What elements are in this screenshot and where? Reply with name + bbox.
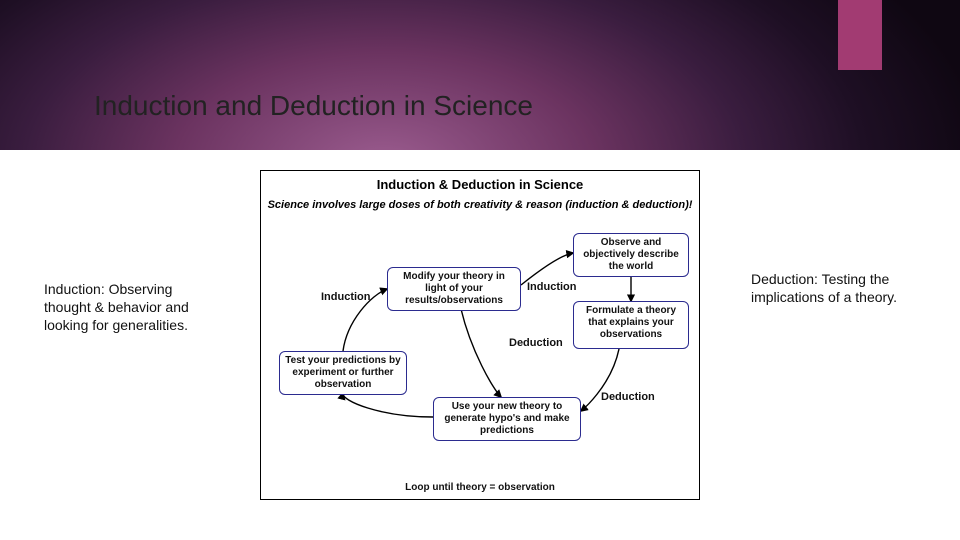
slide-title: Induction and Deduction in Science: [94, 90, 533, 122]
diagram-box-use: Use your new theory to generate hypo's a…: [433, 397, 581, 441]
title-banner: [0, 0, 960, 150]
slide: Induction and Deduction in Science Induc…: [0, 0, 960, 540]
diagram-box-modify: Modify your theory in light of your resu…: [387, 267, 521, 311]
diagram-frame: Induction & Deduction in Science Science…: [260, 170, 700, 500]
accent-tab: [838, 0, 882, 70]
arrow-use-to-test: [343, 393, 433, 417]
left-definition: Induction: Observing thought & behavior …: [44, 280, 204, 335]
diagram-label-deduction2: Deduction: [601, 391, 655, 403]
diagram-box-test: Test your predictions by experiment or f…: [279, 351, 407, 395]
diagram-box-formulate: Formulate a theory that explains your ob…: [573, 301, 689, 349]
arrow-modify-to-use: [461, 309, 501, 397]
diagram-label-deduction1: Deduction: [509, 337, 563, 349]
right-definition: Deduction: Testing the implications of a…: [751, 270, 916, 306]
diagram-box-observe: Observe and objectively describe the wor…: [573, 233, 689, 277]
diagram-title: Induction & Deduction in Science: [261, 177, 699, 192]
content-area: Induction: Observing thought & behavior …: [0, 150, 960, 540]
diagram-subtitle: Science involves large doses of both cre…: [261, 199, 699, 213]
diagram-loop-note: Loop until theory = observation: [261, 482, 699, 493]
diagram-label-induction1: Induction: [527, 281, 577, 293]
diagram-label-induction2: Induction: [321, 291, 371, 303]
